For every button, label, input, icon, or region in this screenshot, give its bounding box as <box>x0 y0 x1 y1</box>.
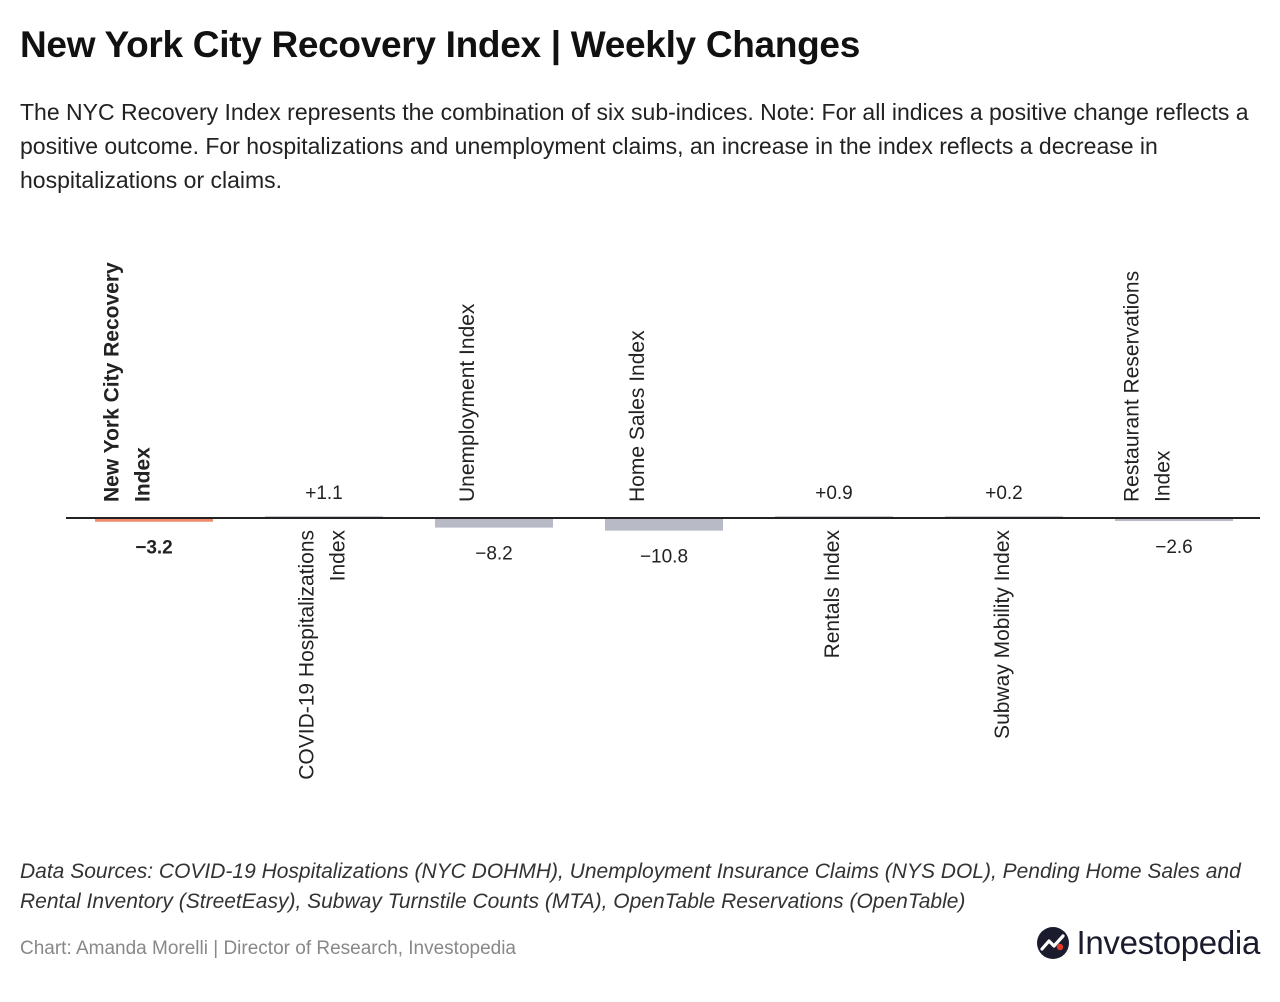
data-label: −2.6 <box>1155 537 1193 558</box>
category-label: Rentals Index <box>821 530 844 659</box>
category-label-line: New York City Recovery <box>101 262 124 502</box>
chart-title: New York City Recovery Index | Weekly Ch… <box>20 24 860 65</box>
category-label-line: Restaurant Reservations <box>1121 271 1144 502</box>
chart-subtitle: The NYC Recovery Index represents the co… <box>20 99 1249 193</box>
category-label: Subway Mobility Index <box>991 530 1014 739</box>
data-label: +1.1 <box>305 483 343 504</box>
category-label-line: COVID-19 Hospitalizations <box>296 530 319 780</box>
category-label: Home Sales Index <box>626 330 649 502</box>
category-label-line: Index <box>132 447 155 502</box>
category-label: Unemployment Index <box>456 303 479 502</box>
logo-wordmark: Investopedia <box>1076 924 1260 961</box>
data-label: +0.2 <box>985 483 1023 504</box>
data-label: −8.2 <box>475 544 513 565</box>
chart-credit: Chart: Amanda Morelli | Director of Rese… <box>20 938 516 959</box>
category-label: New York City Recovery Index <box>101 262 155 502</box>
category-label-line: Index <box>327 530 350 582</box>
bar <box>605 518 723 531</box>
data-sources-note: Data Sources: COVID-19 Hospitalizations … <box>20 860 1241 913</box>
bar-chart: −3.2 New York City Recovery Index +1.1 COVID… <box>66 262 1260 780</box>
bar <box>1115 518 1233 522</box>
bar <box>95 518 213 522</box>
bar <box>435 518 553 528</box>
category-label-line: Subway Mobility Index <box>991 530 1014 739</box>
category-label-line: Home Sales Index <box>626 330 649 502</box>
category-label-line: Unemployment Index <box>456 303 479 502</box>
category-label: Restaurant Reservations Index <box>1121 271 1175 502</box>
data-label: −3.2 <box>135 538 173 559</box>
data-label: −10.8 <box>640 547 688 568</box>
investopedia-logo-icon <box>1037 927 1070 959</box>
data-label: +0.9 <box>815 483 853 504</box>
category-label-line: Index <box>1152 450 1175 502</box>
category-label-line: Rentals Index <box>821 530 844 659</box>
category-label: COVID-19 Hospitalizations Index <box>296 530 350 780</box>
investopedia-logo[interactable]: Investopedia <box>1036 924 1260 962</box>
